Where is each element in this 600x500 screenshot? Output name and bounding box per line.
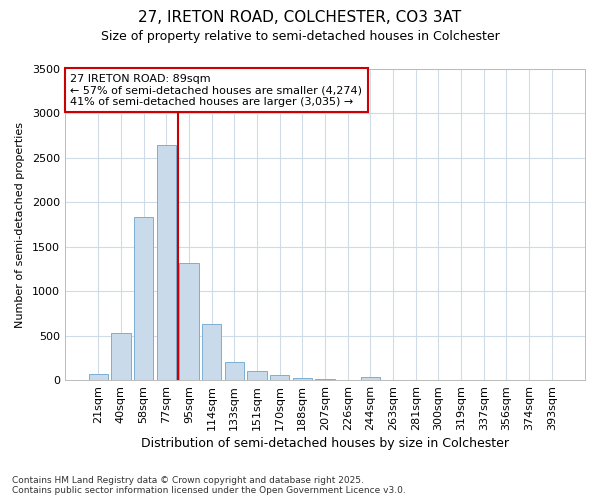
Text: Size of property relative to semi-detached houses in Colchester: Size of property relative to semi-detach… [101, 30, 499, 43]
Text: Contains HM Land Registry data © Crown copyright and database right 2025.
Contai: Contains HM Land Registry data © Crown c… [12, 476, 406, 495]
Text: 27, IRETON ROAD, COLCHESTER, CO3 3AT: 27, IRETON ROAD, COLCHESTER, CO3 3AT [139, 10, 461, 25]
Bar [224, 362, 244, 380]
X-axis label: Distribution of semi-detached houses by size in Colchester: Distribution of semi-detached houses by … [141, 437, 509, 450]
Y-axis label: Number of semi-detached properties: Number of semi-detached properties [15, 122, 25, 328]
Bar [270, 375, 289, 380]
Bar [134, 216, 153, 380]
Bar [361, 377, 380, 380]
Bar [316, 379, 335, 380]
Bar [202, 324, 221, 380]
Bar [157, 144, 176, 380]
Bar [247, 370, 266, 380]
Bar [111, 333, 131, 380]
Bar [179, 263, 199, 380]
Bar [293, 378, 312, 380]
Text: 27 IRETON ROAD: 89sqm
← 57% of semi-detached houses are smaller (4,274)
41% of s: 27 IRETON ROAD: 89sqm ← 57% of semi-deta… [70, 74, 362, 107]
Bar [89, 374, 108, 380]
